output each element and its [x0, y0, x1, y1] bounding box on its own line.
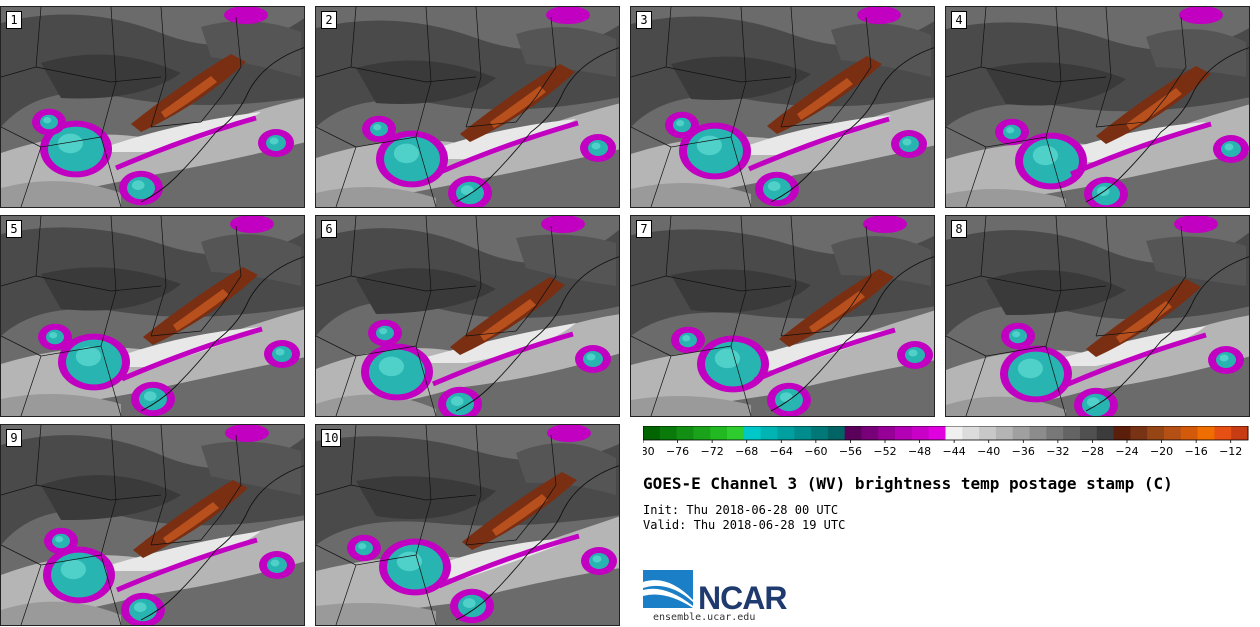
colorbar-bin: [1231, 426, 1249, 440]
init-label: Init:: [643, 503, 680, 517]
colorbar-tick-label: −60: [804, 445, 827, 458]
colorbar-tick-label: −20: [1150, 445, 1173, 458]
colorbar-bin: [827, 426, 846, 440]
init-time: Init: Thu 2018-06-28 00 UTC: [643, 503, 838, 517]
colorbar-bin: [1096, 426, 1115, 440]
colorbar-bin: [962, 426, 980, 440]
valid-value: Thu 2018-06-28 19 UTC: [693, 518, 846, 532]
colorbar-bin: [1130, 426, 1148, 440]
colorbar-bin: [861, 426, 879, 440]
colorbar-bin: [1079, 426, 1098, 440]
colorbar-tick-label: −24: [1115, 445, 1138, 458]
colorbar-bin: [710, 426, 728, 440]
colorbar-tick-label: −52: [873, 445, 896, 458]
member-map-8: [946, 216, 1249, 416]
colorbar-tick-label: −16: [1185, 445, 1208, 458]
colorbar-bin: [945, 426, 963, 440]
colorbar-bin: [1113, 426, 1131, 440]
member-map-1: [1, 7, 304, 207]
colorbar-tick-label: −36: [1012, 445, 1035, 458]
member-number: 2: [321, 11, 337, 29]
member-panel-6: 6: [315, 215, 620, 417]
colorbar-tick-label: −28: [1081, 445, 1104, 458]
colorbar-bin: [911, 426, 930, 440]
colorbar-tick-label: −80: [643, 445, 655, 458]
colorbar-tick-label: −56: [839, 445, 862, 458]
colorbar-bin: [995, 426, 1014, 440]
colorbar-tick-label: −72: [701, 445, 724, 458]
colorbar-bin: [979, 426, 997, 440]
member-number: 9: [6, 429, 22, 447]
member-panel-9: 9: [0, 424, 305, 626]
colorbar-bin: [1214, 426, 1232, 440]
colorbar-bin: [794, 426, 812, 440]
member-number: 7: [636, 220, 652, 238]
colorbar-bin: [811, 426, 829, 440]
member-map-5: [1, 216, 304, 416]
valid-time: Valid: Thu 2018-06-28 19 UTC: [643, 518, 845, 532]
member-panel-2: 2: [315, 6, 620, 208]
colorbar-bin: [895, 426, 913, 440]
colorbar-tick-label: −64: [770, 445, 793, 458]
valid-label: Valid:: [643, 518, 687, 532]
colorbar: −80−76−72−68−64−60−56−52−48−44−40−36−32−…: [631, 425, 1255, 466]
colorbar-tick-label: −48: [908, 445, 931, 458]
member-number: 1: [6, 11, 22, 29]
member-number: 8: [951, 220, 967, 238]
colorbar-bin: [844, 426, 862, 440]
colorbar-bin: [928, 426, 946, 440]
colorbar-tick-label: −40: [977, 445, 1000, 458]
member-number: 10: [321, 429, 342, 447]
colorbar-tick-label: −68: [735, 445, 758, 458]
member-map-9: [1, 425, 304, 625]
member-map-7: [631, 216, 934, 416]
ncar-url: ensemble.ucar.edu: [653, 612, 756, 623]
colorbar-bin: [676, 426, 694, 440]
member-panel-7: 7: [630, 215, 935, 417]
colorbar-bin: [878, 426, 896, 440]
init-value: Thu 2018-06-28 00 UTC: [686, 503, 839, 517]
member-panel-10: 10: [315, 424, 620, 626]
colorbar-bin: [1197, 426, 1215, 440]
member-map-6: [316, 216, 619, 416]
member-number: 5: [6, 220, 22, 238]
colorbar-tick-label: −32: [1046, 445, 1069, 458]
colorbar-bin: [1046, 426, 1064, 440]
colorbar-bin: [1063, 426, 1081, 440]
colorbar-bin: [1029, 426, 1047, 440]
ncar-wordmark: NCAR: [698, 580, 787, 616]
colorbar-bin: [1163, 426, 1182, 440]
colorbar-tick-label: −12: [1219, 445, 1242, 458]
member-number: 6: [321, 220, 337, 238]
colorbar-bin: [777, 426, 795, 440]
colorbar-bin: [693, 426, 711, 440]
member-map-3: [631, 7, 934, 207]
member-map-2: [316, 7, 619, 207]
member-map-10: [316, 425, 619, 625]
colorbar-tick-label: −76: [666, 445, 689, 458]
colorbar-svg: −80−76−72−68−64−60−56−52−48−44−40−36−32−…: [631, 425, 1249, 458]
colorbar-bin: [760, 426, 778, 440]
colorbar-bin: [1147, 426, 1165, 440]
member-panel-5: 5: [0, 215, 305, 417]
member-map-4: [946, 7, 1249, 207]
colorbar-bin: [727, 426, 745, 440]
member-panel-8: 8: [945, 215, 1250, 417]
member-panel-3: 3: [630, 6, 935, 208]
colorbar-tick-label: −44: [943, 445, 966, 458]
colorbar-bin: [1012, 426, 1031, 440]
ncar-logo-icon: [643, 570, 693, 608]
member-number: 3: [636, 11, 652, 29]
colorbar-bin: [643, 426, 661, 440]
colorbar-bin: [743, 426, 762, 440]
member-number: 4: [951, 11, 967, 29]
figure-title: GOES-E Channel 3 (WV) brightness temp po…: [643, 474, 1173, 493]
colorbar-bin: [659, 426, 678, 440]
member-panel-4: 4: [945, 6, 1250, 208]
colorbar-bin: [1180, 426, 1199, 440]
member-panel-1: 1: [0, 6, 305, 208]
